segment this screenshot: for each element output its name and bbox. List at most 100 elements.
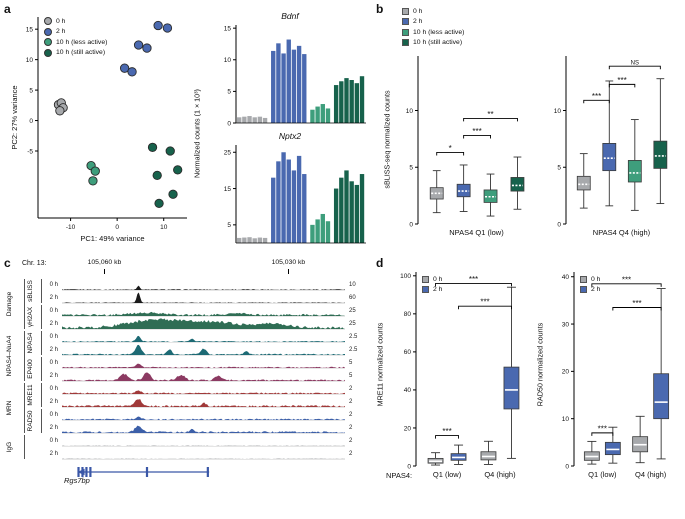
svg-text:5: 5 <box>227 89 231 96</box>
signal-track <box>62 285 345 291</box>
svg-text:Q1 (low): Q1 (low) <box>433 470 462 479</box>
legend-swatch-10h-less <box>44 38 52 47</box>
signal-track <box>62 311 345 317</box>
rad50-y-axis-label: RAD50 normalized counts <box>535 322 545 407</box>
svg-text:**: ** <box>487 110 493 119</box>
track-time-label: 2 h <box>49 450 58 457</box>
panel-c-label: c <box>4 256 11 270</box>
group-bracket <box>41 331 42 355</box>
track-scale-label: 2.5 <box>349 333 358 340</box>
svg-text:Q1 (low): Q1 (low) <box>588 470 617 479</box>
track-scale-label: 2 <box>349 450 353 457</box>
legend-label: 0 h <box>433 275 443 283</box>
chromosome-label: Chr. 13: <box>22 260 47 267</box>
legend-item: 2 h <box>402 17 464 28</box>
legend-swatch-10h-still <box>402 39 409 47</box>
track-time-label: 0 h <box>49 411 58 418</box>
svg-text:10: 10 <box>224 57 232 64</box>
svg-text:60: 60 <box>404 349 412 356</box>
svg-text:Q4 (high): Q4 (high) <box>484 470 516 479</box>
signal-track <box>62 445 345 447</box>
bliss-q4-boxplot: 0 5 10 *** *** NS NPAS4 Q4 (high) <box>554 56 668 237</box>
signal-track <box>62 344 345 356</box>
bdnf-bar-chart: 0 5 10 15 <box>224 25 366 127</box>
panel-d-label: d <box>376 256 384 270</box>
svg-text:15: 15 <box>224 186 232 193</box>
signal-track <box>62 292 345 304</box>
track-scale-label: 10 <box>349 281 356 288</box>
svg-text:0: 0 <box>115 224 119 231</box>
track-scale-label: 25 <box>349 307 356 314</box>
legend-label: 0 h <box>56 17 66 25</box>
legend-swatch-0h <box>422 275 429 283</box>
track-time-label: 2 h <box>49 320 58 327</box>
nptx2-bar-chart: 5 15 25 <box>224 145 366 244</box>
track-scale-label: 2 <box>349 424 353 431</box>
legend-label: 2 h <box>413 18 423 26</box>
panel-b-label: b <box>376 2 384 16</box>
svg-text:0: 0 <box>565 463 569 470</box>
legend-swatch-2h <box>580 286 587 294</box>
track-time-label: 0 h <box>49 385 58 392</box>
rad50-boxplot: 0 10 20 30 40 *** *** *** Q1 (low) Q4 (high) <box>562 272 670 479</box>
svg-text:5: 5 <box>29 87 33 94</box>
signal-track <box>62 458 345 460</box>
group-bracket <box>24 331 25 381</box>
svg-text:0: 0 <box>557 221 561 228</box>
panel-d: d MRE11 normalized counts 0 20 40 60 80 100 **… <box>372 256 685 519</box>
svg-text:30: 30 <box>562 321 570 328</box>
panel-b: b 0 h 2 h 10 h (less active) 10 h (still… <box>372 0 685 256</box>
legend-swatch-0h <box>44 17 52 26</box>
svg-text:NS: NS <box>631 61 639 67</box>
group-bracket <box>41 279 42 303</box>
track-scale-label: 2 <box>349 437 353 444</box>
legend-item: 0 h <box>402 6 464 17</box>
track-time-label: 0 h <box>49 437 58 444</box>
legend-label: 10 h (less active) <box>413 28 465 36</box>
nptx2-title: Nptx2 <box>278 131 302 141</box>
bdnf-title: Bdnf <box>281 11 299 21</box>
signal-track <box>62 416 345 421</box>
track-scale-label: 2 <box>349 411 353 418</box>
b-y-axis-label: sBLISS-seq normalized counts <box>382 90 392 189</box>
svg-text:5: 5 <box>409 165 413 172</box>
track-time-label: 2 h <box>49 424 58 431</box>
group-bracket <box>41 383 42 407</box>
svg-text:0: 0 <box>29 118 33 125</box>
signal-track <box>62 390 345 395</box>
mre11-boxplot: 0 20 40 60 80 100 *** *** *** Q1 (low) Q4 (high) <box>400 272 520 479</box>
legend-label: 2 h <box>56 28 66 36</box>
svg-text:***: *** <box>472 127 481 136</box>
group-bracket <box>24 383 25 433</box>
legend-label: 10 h (still active) <box>413 39 463 47</box>
track-time-label: 0 h <box>49 333 58 340</box>
legend-item: 10 h (still active) <box>402 38 464 49</box>
legend-item: 10 h (less active) <box>44 37 107 48</box>
signal-track <box>62 363 345 369</box>
signal-track <box>62 399 345 408</box>
svg-text:40: 40 <box>562 274 570 281</box>
track-time-label: 0 h <box>49 359 58 366</box>
legend-label: 2 h <box>433 286 443 294</box>
group-bracket <box>41 305 42 329</box>
b-legend: 0 h 2 h 10 h (less active) 10 h (still a… <box>402 6 464 48</box>
svg-text:***: *** <box>617 76 626 85</box>
svg-text:80: 80 <box>404 311 412 318</box>
svg-text:25: 25 <box>224 150 232 157</box>
svg-text:40: 40 <box>404 387 412 394</box>
panel-a: a -5 0 5 10 15 -10 0 10 PC1: 49% variance PC2: 27… <box>0 0 372 256</box>
legend-swatch-10h-still <box>44 48 52 57</box>
mre11-legend: 0 h 2 h <box>422 274 442 295</box>
svg-text:***: *** <box>442 427 451 436</box>
gene-model <box>77 467 210 477</box>
signal-track <box>62 318 345 330</box>
track-scale-label: 5 <box>349 372 353 379</box>
svg-text:5: 5 <box>227 222 231 229</box>
track-scale-label: 5 <box>349 359 353 366</box>
svg-text:10: 10 <box>554 108 562 115</box>
group-bracket <box>41 357 42 381</box>
track-time-label: 2 h <box>49 372 58 379</box>
legend-item: 10 h (less active) <box>402 27 464 38</box>
group-bracket <box>41 409 42 433</box>
svg-text:NPAS4 Q1 (low): NPAS4 Q1 (low) <box>449 228 504 237</box>
